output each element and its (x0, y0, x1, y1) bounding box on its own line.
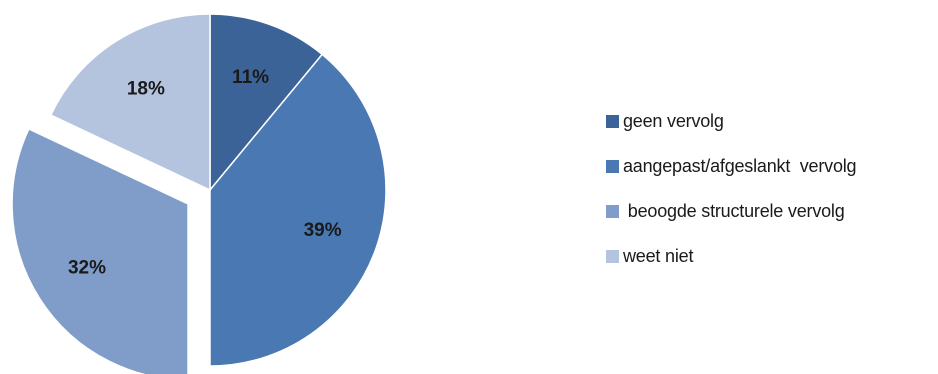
legend-label: aangepast/afgeslankt vervolg (623, 155, 857, 176)
legend-item-aangepast-afgeslankt-vervolg: aangepast/afgeslankt vervolg (606, 155, 936, 177)
pie-data-label-geen-vervolg: 11% (232, 67, 269, 88)
legend-item-weet-niet: weet niet (606, 245, 936, 267)
legend-label: weet niet (623, 245, 694, 266)
legend-swatch (606, 204, 619, 218)
pie-slices (11, 13, 387, 374)
pie-slice-weet-niet (49, 13, 211, 192)
pie-data-label-aangepast-afgeslankt-vervolg: 39% (304, 220, 342, 241)
legend-swatch (606, 249, 619, 263)
chart-legend: geen vervolg aangepast/afgeslankt vervolg… (606, 110, 936, 290)
pie-slice-geen-vervolg (209, 13, 324, 193)
legend-swatch (606, 114, 619, 128)
legend-swatch (606, 159, 619, 173)
legend-label: beoogde structurele vervolg (623, 200, 845, 221)
legend-label: geen vervolg (623, 110, 724, 131)
pie-data-label-beoogde-structurele-vervolg: 32% (68, 258, 106, 279)
pie-slice-beoogde-structurele-vervolg (11, 127, 189, 374)
pie-slice-aangepast-afgeslankt-vervolg (209, 53, 387, 367)
legend-item-geen-vervolg: geen vervolg (606, 110, 936, 132)
legend-item-beoogde-structurele-vervolg: beoogde structurele vervolg (606, 200, 936, 222)
pie-data-labels: 11% 39% 32% 18% (68, 67, 342, 279)
pie-data-label-weet-niet: 18% (127, 78, 165, 99)
